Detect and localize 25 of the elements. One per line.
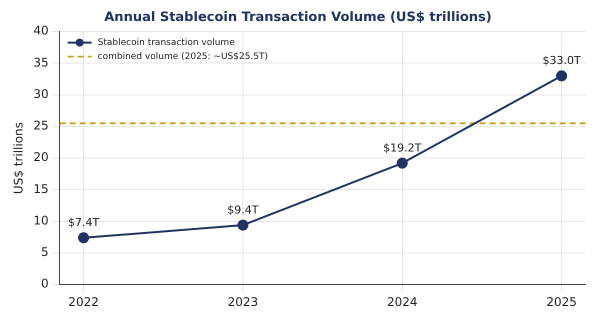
data-label: $7.4T [68, 216, 100, 230]
chart-title: Annual Stablecoin Transaction Volume (US$ trillions) [104, 10, 492, 26]
legend-label: Stablecoin transaction volume [98, 38, 236, 48]
y-tick-label: 40 [33, 24, 49, 38]
y-tick-label: 25 [33, 118, 49, 133]
y-axis-title: US$ trillions [11, 122, 26, 194]
x-tick-label: 2023 [228, 294, 258, 309]
x-tick-label: 2025 [546, 294, 577, 309]
y-tick-label: 20 [33, 150, 49, 164]
x-tick-label: 2024 [386, 294, 418, 309]
y-tick-label: 30 [33, 86, 49, 101]
y-tick-label: 15 [33, 182, 49, 196]
point [237, 220, 248, 231]
point [556, 70, 568, 82]
y-tick-label: 35 [33, 55, 49, 70]
legend-label: combined volume (2025: ~US$25.5T) [98, 52, 268, 62]
data-label: $33.0T [542, 54, 581, 68]
y-tick-label: 10 [33, 213, 49, 228]
x-tick-label: 2022 [68, 294, 99, 309]
point [78, 232, 90, 244]
data-label: $9.4T [227, 204, 259, 217]
y-tick-label: 0 [41, 276, 49, 291]
y-tick-label: 5 [41, 245, 49, 260]
data-label: $19.2T [383, 142, 422, 155]
point [396, 158, 408, 169]
